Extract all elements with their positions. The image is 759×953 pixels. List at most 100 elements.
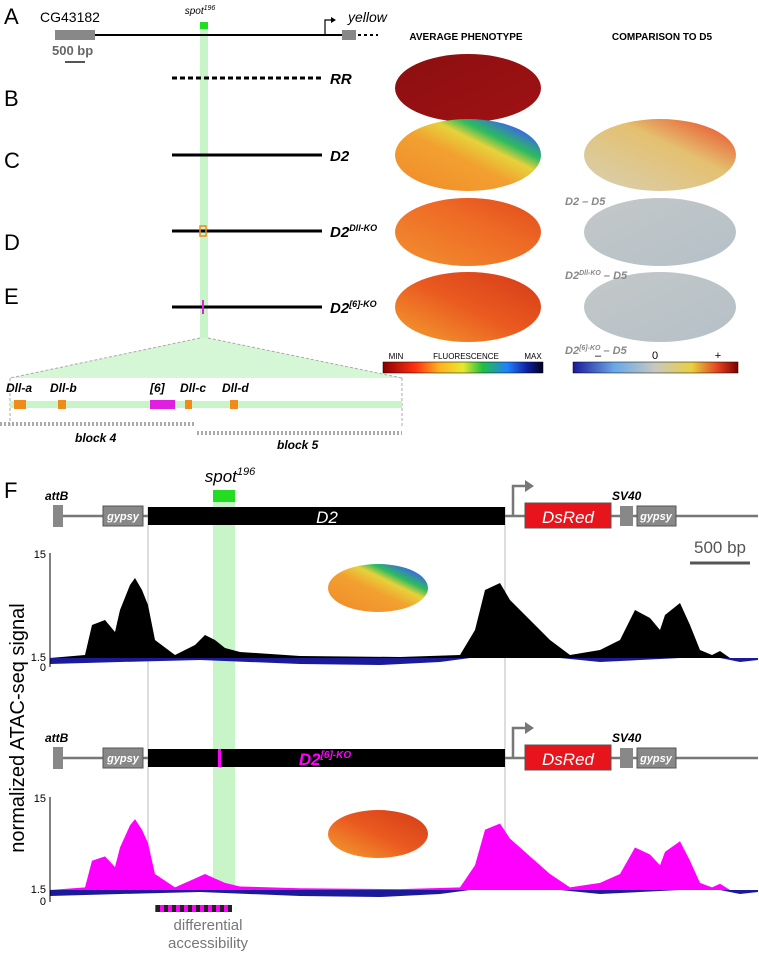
tss-arrow xyxy=(324,19,333,35)
insert-label: D2[6]-KO xyxy=(299,750,352,769)
y-tick-label: 1.5 xyxy=(31,652,46,664)
insert-box xyxy=(148,507,505,525)
gypsy-box xyxy=(102,747,144,769)
site-label: Dll-d xyxy=(222,381,249,395)
signal-track: 15 1.5 0 xyxy=(31,793,758,908)
y-tick-label: 15 xyxy=(34,549,46,561)
tss-arrow xyxy=(511,484,527,516)
reporter-label: DsRed xyxy=(542,508,595,527)
signal-negative xyxy=(50,658,758,665)
zoom-edge xyxy=(207,337,403,379)
colorbar-label: FLUORESCENCE xyxy=(433,352,499,361)
differential-bar xyxy=(155,905,232,912)
wing-image xyxy=(328,564,428,612)
zoom-bar xyxy=(10,401,402,408)
site-label: Dll-b xyxy=(50,381,77,395)
wing-image xyxy=(395,54,541,122)
gypsy-box xyxy=(636,505,677,527)
ko-site xyxy=(199,225,207,237)
y-tick-label: 15 xyxy=(34,793,46,805)
y-tick-label: 0 xyxy=(40,896,46,908)
comparison-label: D2Dll-KO – D5 xyxy=(565,270,628,282)
signal-track: 15 1.5 0 xyxy=(31,549,758,674)
reporter-construct: attB gypsy D2[6]-KO DsRed SV40 gypsy xyxy=(45,722,758,771)
tss-arrow xyxy=(525,722,534,734)
block-label: block 4 xyxy=(75,431,117,445)
scale-label: 500 bp xyxy=(694,538,746,557)
site-label: Dll-c xyxy=(180,381,206,395)
colorbar-label: 0 xyxy=(652,350,658,362)
comparison-image xyxy=(584,119,736,191)
tss-arrow xyxy=(331,17,336,23)
signal-negative xyxy=(50,890,758,897)
panel-letter: A xyxy=(4,4,19,29)
enhancer-label: spot196 xyxy=(185,5,216,17)
construct-label: D2Dll-KO xyxy=(330,223,377,241)
insert-label: D2 xyxy=(316,508,338,527)
site-box xyxy=(150,400,175,409)
enhancer-band xyxy=(213,502,235,888)
zoom-edge xyxy=(9,337,201,379)
panel-letter: E xyxy=(4,284,19,309)
site-label: [6] xyxy=(149,381,166,395)
column-heading: COMPARISON TO D5 xyxy=(612,32,713,43)
construct-label: D2[6]-KO xyxy=(330,299,377,317)
sv40-box xyxy=(620,748,633,768)
reporter-box xyxy=(524,502,612,529)
colorbar-label: MAX xyxy=(524,352,542,361)
site-box xyxy=(14,400,26,409)
colorbar-label: MIN xyxy=(389,352,404,361)
comparison-image xyxy=(584,198,736,266)
tss-arrow xyxy=(525,480,534,492)
y-axis-title: normalized ATAC-seq signal xyxy=(7,603,29,852)
enhancer-box xyxy=(200,22,208,29)
attb-box xyxy=(53,505,63,527)
scale-label: 500 bp xyxy=(52,43,93,58)
gypsy-label: gypsy xyxy=(106,511,140,523)
reporter-construct: attB gypsy D2 DsRed SV40 gypsy xyxy=(45,480,758,529)
signal-area xyxy=(50,578,730,658)
wing-image xyxy=(328,810,428,858)
construct-label: D2 xyxy=(330,148,350,165)
attb-label: attB xyxy=(45,489,69,503)
insert-box xyxy=(148,749,505,767)
comparison-label: D2[6]-KO – D5 xyxy=(565,345,628,357)
colorbar xyxy=(382,361,544,374)
gene-label: yellow xyxy=(347,9,388,25)
zoom-wedge xyxy=(10,338,402,378)
reporter-box xyxy=(524,744,612,771)
reporter-label: DsRed xyxy=(542,750,595,769)
ko-site xyxy=(218,749,221,767)
wing-image xyxy=(395,272,541,342)
enhancer-box xyxy=(213,490,235,502)
signal-area xyxy=(50,819,730,890)
gypsy-box xyxy=(102,505,144,527)
wing-image xyxy=(395,119,541,191)
gypsy-label: gypsy xyxy=(639,511,673,523)
sv40-label: SV40 xyxy=(612,731,642,745)
gypsy-label: gypsy xyxy=(639,753,673,765)
y-tick-label: 1.5 xyxy=(31,884,46,896)
column-heading: AVERAGE PHENOTYPE xyxy=(409,32,522,43)
panel-letter: F xyxy=(4,478,17,503)
site-box xyxy=(58,400,66,409)
construct-label: RR xyxy=(330,71,352,88)
panel-letter: B xyxy=(4,86,19,111)
annotation: differential xyxy=(174,917,243,934)
enhancer-band xyxy=(200,29,208,339)
sv40-label: SV40 xyxy=(612,489,642,503)
gypsy-label: gypsy xyxy=(106,753,140,765)
gypsy-box xyxy=(636,747,677,769)
site-box xyxy=(185,400,192,409)
comparison-label: D2 – D5 xyxy=(565,196,606,208)
comparison-image xyxy=(584,272,736,342)
colorbar xyxy=(572,361,739,374)
gene-label: CG43182 xyxy=(40,9,100,25)
attb-box xyxy=(53,747,63,769)
y-tick-label: 0 xyxy=(40,662,46,674)
enhancer-label: spot196 xyxy=(205,466,256,486)
attb-label: attB xyxy=(45,731,69,745)
colorbar-label: – xyxy=(595,350,602,362)
sv40-box xyxy=(620,506,633,526)
